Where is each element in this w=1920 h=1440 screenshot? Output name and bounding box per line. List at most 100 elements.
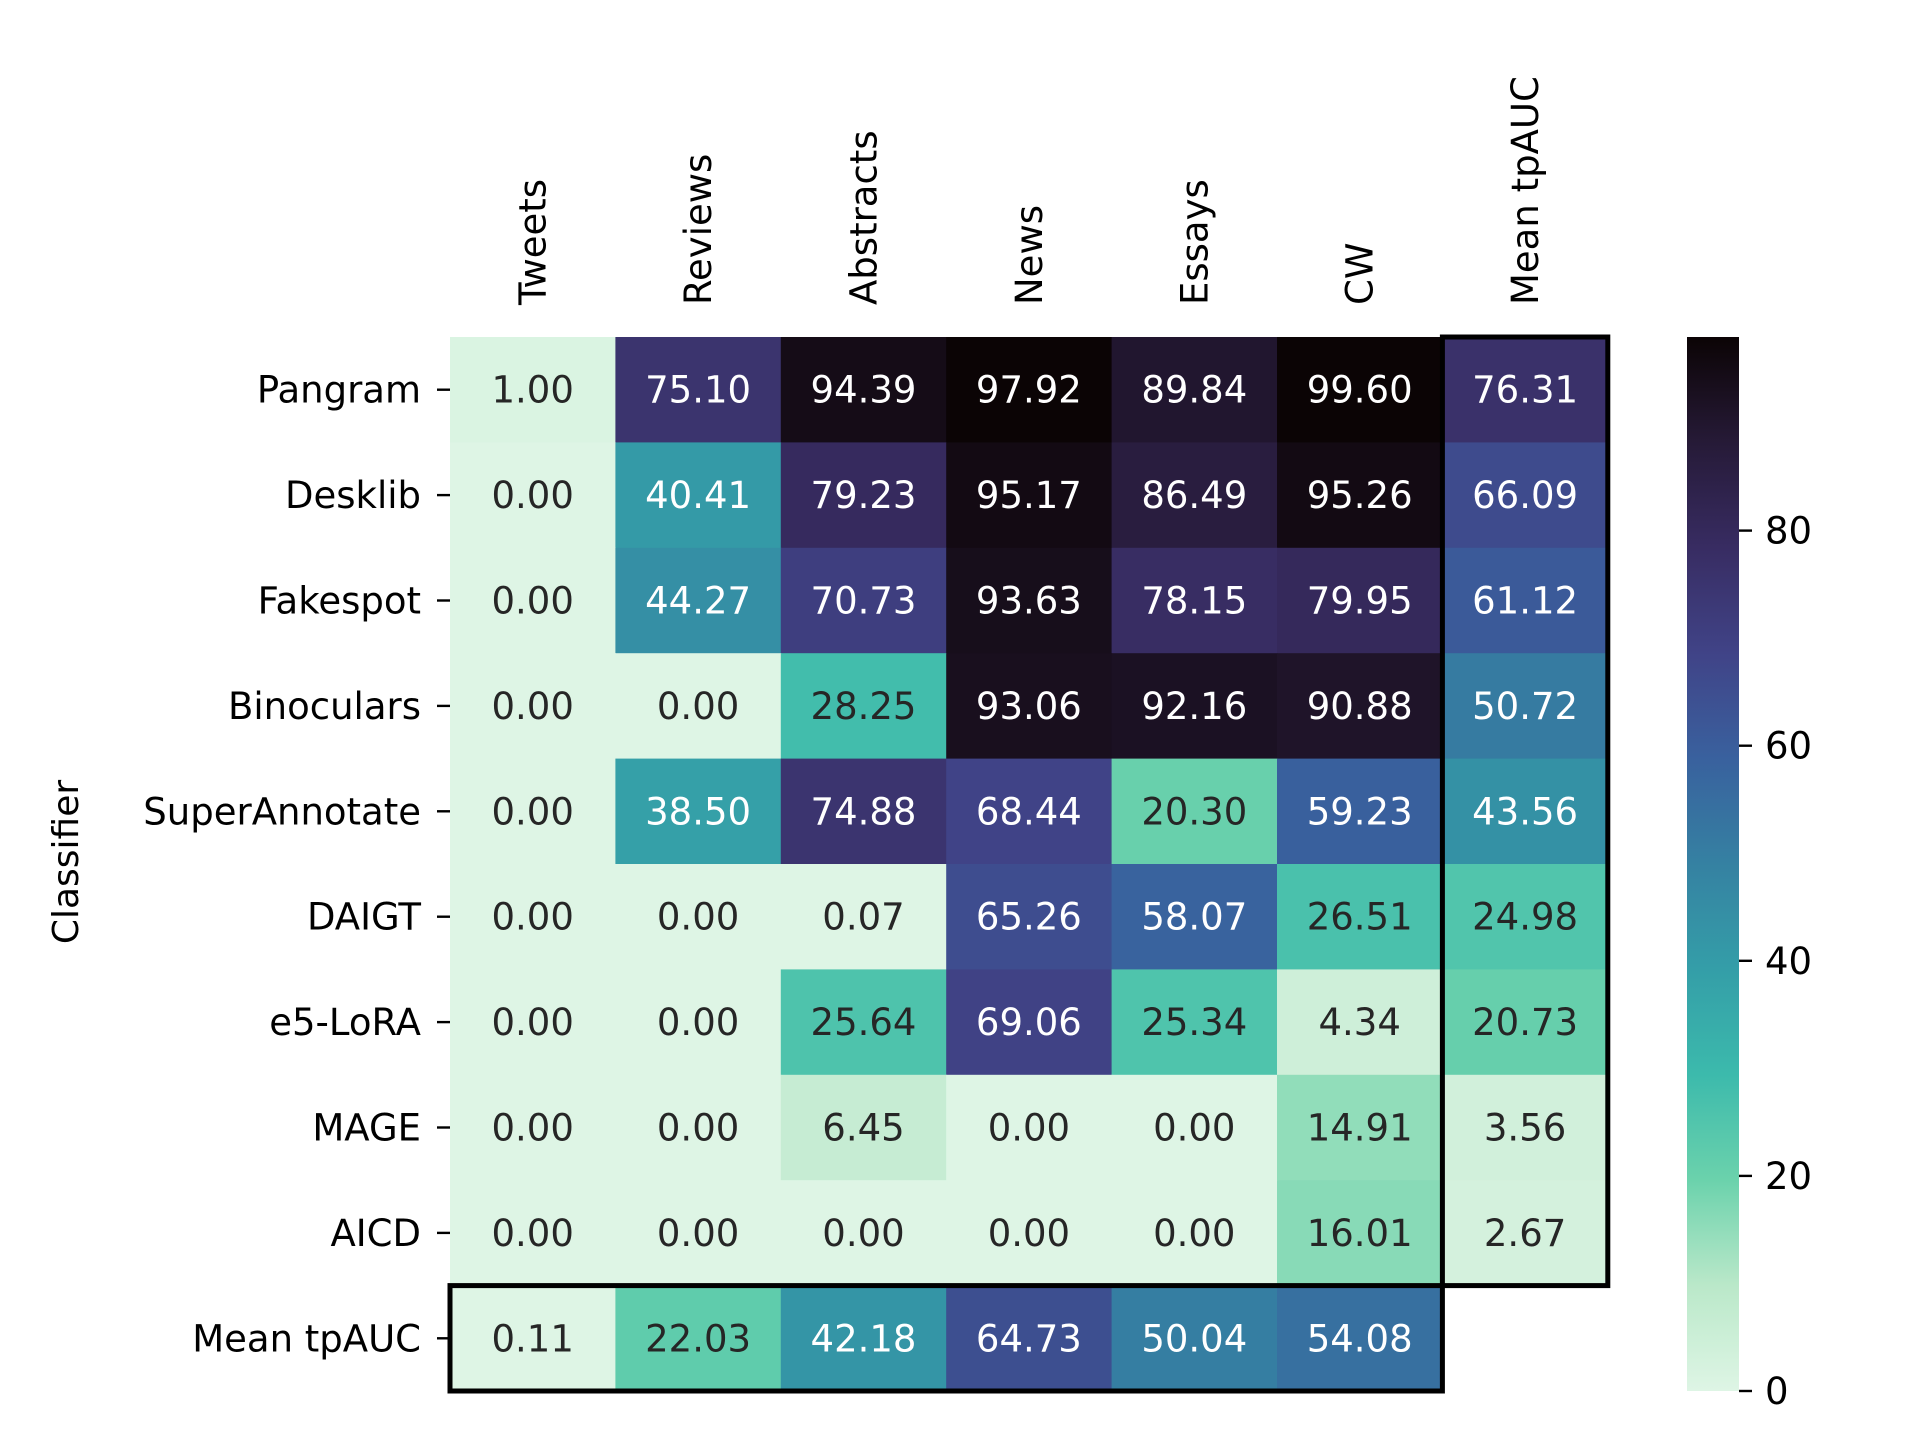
cell-value-label: 93.06 — [976, 685, 1082, 728]
heatmap-cell — [1442, 1180, 1609, 1287]
cell-value-label: 22.03 — [645, 1317, 751, 1360]
heatmap-cell — [946, 547, 1113, 654]
cell-value-label: 95.17 — [976, 474, 1082, 517]
heatmap-cell — [1277, 1285, 1443, 1392]
cell-value-label: 0.00 — [492, 474, 574, 517]
heatmap-cell — [615, 864, 782, 970]
cell-value-label: 78.15 — [1141, 580, 1247, 623]
heatmap-cell — [946, 337, 1113, 443]
heatmap-cell — [1277, 758, 1443, 865]
cell-value-label: 76.31 — [1472, 369, 1578, 412]
cell-value-label: 20.30 — [1141, 790, 1247, 833]
row-label: SuperAnnotate — [143, 790, 421, 833]
highlight-boxes — [447, 334, 1611, 1394]
heatmap-cell — [450, 758, 616, 865]
cell-value-label: 2.67 — [1484, 1212, 1566, 1255]
heatmap-cell — [946, 653, 1113, 760]
cell-value-label: 0.00 — [1153, 1212, 1235, 1255]
cell-value-label: 79.95 — [1307, 580, 1413, 623]
column-label: Mean tpAUC — [1504, 76, 1547, 305]
cell-value-label: 0.00 — [657, 1001, 739, 1044]
column-labels: Tweets Reviews Abstracts News Essays CW Mean t… — [512, 76, 1547, 306]
heatmap-cell — [1111, 864, 1278, 970]
cell-value-label: 95.26 — [1307, 474, 1413, 517]
heatmap-cell — [1277, 1180, 1443, 1287]
heatmap-cell — [1442, 758, 1609, 865]
cell-value-label: 64.73 — [976, 1317, 1082, 1360]
heatmap-cell — [1277, 864, 1443, 970]
cell-value-label: 65.26 — [976, 896, 1082, 939]
cell-value-label: 0.00 — [657, 1212, 739, 1255]
mean-column-highlight-box — [1439, 334, 1611, 1289]
heatmap-cell — [780, 969, 947, 1076]
heatmap-cell — [450, 1074, 616, 1181]
y-axis-label: Classifier — [46, 780, 87, 945]
heatmap-cell — [1111, 547, 1278, 654]
heatmap-cell — [780, 758, 947, 865]
cell-value-label: 3.56 — [1484, 1107, 1566, 1150]
heatmap-cell — [1111, 337, 1278, 443]
colorbar-tick-label: 80 — [1765, 510, 1812, 553]
cell-value-label: 50.72 — [1472, 685, 1578, 728]
heatmap-cell — [615, 653, 782, 760]
heatmap-cell — [450, 1180, 616, 1287]
heatmap-cell — [780, 337, 947, 443]
cell-value-label: 0.00 — [822, 1212, 904, 1255]
cell-value-label: 59.23 — [1307, 790, 1413, 833]
cell-value-label: 70.73 — [811, 580, 917, 623]
heatmap-cell — [946, 1180, 1113, 1287]
heatmap-cell — [615, 758, 782, 865]
column-label: Abstracts — [843, 130, 886, 305]
heatmap-cell — [780, 1180, 947, 1287]
cell-value-label: 92.16 — [1141, 685, 1247, 728]
cell-value-label: 0.00 — [657, 896, 739, 939]
column-label: Reviews — [677, 154, 720, 305]
heatmap-cell — [946, 864, 1113, 970]
cell-value-label: 99.60 — [1307, 369, 1413, 412]
heatmap-cell — [780, 547, 947, 654]
cell-value-label: 74.88 — [811, 790, 917, 833]
heatmap-cell — [1277, 337, 1443, 443]
heatmap-cell — [1277, 653, 1443, 760]
cell-value-label: 93.63 — [976, 580, 1082, 623]
heatmap-cell — [450, 969, 616, 1076]
cell-value-label: 58.07 — [1141, 896, 1247, 939]
cell-value-label: 0.00 — [492, 1001, 574, 1044]
heatmap-cell — [615, 969, 782, 1076]
column-label: CW — [1339, 243, 1382, 305]
row-label: Fakespot — [258, 580, 421, 623]
cell-value-label: 69.06 — [976, 1001, 1082, 1044]
colorbar-tick-label: 40 — [1765, 940, 1812, 983]
heatmap-cell — [780, 1074, 947, 1181]
cell-value-label: 25.64 — [811, 1001, 917, 1044]
heatmap-cell — [1111, 969, 1278, 1076]
row-label: Binoculars — [228, 685, 421, 728]
cell-value-label: 43.56 — [1472, 790, 1578, 833]
heatmap-cell — [1277, 442, 1443, 549]
cell-value-label: 0.00 — [988, 1107, 1070, 1150]
cell-value-label: 68.44 — [976, 790, 1082, 833]
heatmap-cell — [615, 547, 782, 654]
colorbar-tick-label: 60 — [1765, 725, 1812, 768]
cell-value-label: 20.73 — [1472, 1001, 1578, 1044]
heatmap-cell — [450, 1285, 616, 1392]
heatmap-cell — [1111, 758, 1278, 865]
cell-value-label: 90.88 — [1307, 685, 1413, 728]
column-label: Essays — [1173, 179, 1216, 305]
heatmap-cell — [1111, 653, 1278, 760]
heatmap-cell — [615, 1180, 782, 1287]
heatmap-cell — [780, 864, 947, 970]
row-label: e5-LoRA — [269, 1001, 421, 1044]
heatmap-cell — [1442, 337, 1609, 443]
cell-value-label: 0.00 — [657, 685, 739, 728]
heatmap-cell — [946, 442, 1113, 549]
heatmap-cell — [450, 864, 616, 970]
row-label: Pangram — [257, 369, 421, 412]
mean-row-highlight-box — [447, 1283, 1445, 1394]
colorbar-scale — [1687, 337, 1739, 1391]
heatmap-cells — [450, 337, 1609, 1392]
cell-value-label: 50.04 — [1141, 1317, 1247, 1360]
heatmap-cell — [946, 758, 1113, 865]
cell-value-label: 0.11 — [492, 1317, 574, 1360]
